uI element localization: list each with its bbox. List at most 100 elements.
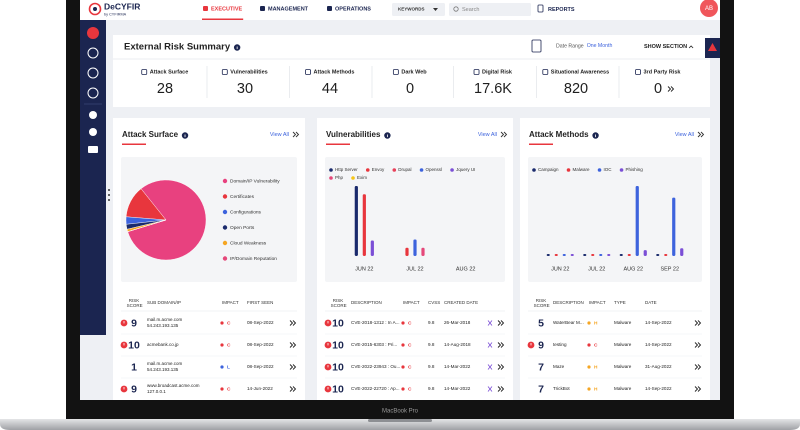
search-box[interactable] bbox=[449, 3, 531, 16]
chevron-icon[interactable] bbox=[289, 342, 297, 348]
table-cell: 9.8 bbox=[428, 364, 435, 369]
chevron-icon[interactable] bbox=[497, 342, 505, 348]
metric-label: Attack Methods bbox=[314, 69, 355, 75]
keywords-dropdown[interactable] bbox=[392, 3, 445, 16]
chevron-icon[interactable] bbox=[292, 131, 300, 138]
view-all-link[interactable]: View All bbox=[675, 132, 694, 138]
risk-score: 1 bbox=[131, 361, 137, 373]
impact-dot bbox=[587, 343, 591, 347]
nav-item[interactable]: OPERATIONS bbox=[335, 6, 371, 12]
sidebar-icon[interactable] bbox=[87, 67, 99, 79]
pie-slice bbox=[127, 179, 207, 261]
table-cell: 14-Sep-2022 bbox=[645, 386, 672, 391]
impact-level: H bbox=[594, 320, 598, 326]
alert-icon bbox=[708, 43, 717, 51]
table-cell: 14-Jun-2022 bbox=[247, 386, 273, 391]
pie-slice bbox=[127, 219, 167, 232]
legend-label: Certificates bbox=[230, 194, 255, 200]
sidebar-icon[interactable] bbox=[89, 111, 97, 119]
chevron-up bbox=[688, 45, 694, 49]
chevron-icon[interactable] bbox=[667, 86, 675, 92]
legend-label: Cloud Weakness bbox=[230, 240, 267, 246]
x-tick-label: AUG 22 bbox=[623, 266, 643, 272]
chevron-icon[interactable] bbox=[500, 131, 508, 138]
bar bbox=[583, 254, 587, 256]
table-cell: 08-Sep-2022 bbox=[247, 320, 274, 325]
show-section[interactable]: SHOW SECTION bbox=[644, 44, 687, 50]
nav-icon bbox=[260, 6, 265, 11]
chevron-icon[interactable] bbox=[694, 386, 702, 392]
legend-label: IP/Domain Reputation bbox=[230, 256, 277, 262]
table-header: DESCRIPTION bbox=[553, 300, 584, 305]
impact-dot bbox=[401, 343, 405, 347]
metric-value[interactable]: 44 bbox=[322, 81, 338, 97]
table-cell: 08-Sep-2022 bbox=[247, 364, 274, 369]
chart-area bbox=[528, 157, 702, 282]
metric-value[interactable]: 17.6K bbox=[474, 81, 512, 97]
sidebar-icon[interactable] bbox=[89, 128, 97, 136]
bar bbox=[619, 254, 623, 256]
drag-handle[interactable] bbox=[108, 189, 110, 191]
impact-level: C bbox=[408, 342, 412, 348]
calendar-icon bbox=[531, 39, 542, 53]
chevron-icon[interactable] bbox=[694, 342, 702, 348]
nav-item[interactable]: MANAGEMENT bbox=[268, 6, 309, 12]
logo-icon bbox=[88, 2, 102, 16]
table-header: SUB DOMAIN/IP bbox=[147, 300, 181, 305]
metric-value[interactable]: 30 bbox=[237, 81, 253, 97]
legend-swatch bbox=[222, 240, 228, 246]
sidebar-icon[interactable] bbox=[87, 87, 99, 99]
reports-link[interactable]: REPORTS bbox=[548, 7, 575, 13]
metric-value[interactable]: 0 bbox=[406, 81, 414, 97]
impact-dot bbox=[587, 365, 591, 369]
legend-label: Http Server bbox=[335, 167, 358, 172]
chevron-icon[interactable] bbox=[697, 131, 705, 138]
bar bbox=[562, 254, 566, 256]
table-cell: 9.8 bbox=[428, 342, 435, 347]
avatar[interactable] bbox=[700, 0, 718, 17]
table-cell: 31-Aug-2022 bbox=[645, 364, 672, 369]
nav-item[interactable]: EXECUTIVE bbox=[211, 6, 243, 12]
table-cell: Malware bbox=[614, 386, 632, 391]
sidebar-icon[interactable] bbox=[87, 47, 99, 59]
risk-badge-mark bbox=[327, 321, 329, 324]
sidebar-icon[interactable] bbox=[88, 146, 98, 153]
x-tick-label: JUL 22 bbox=[406, 266, 423, 272]
legend-label: Openssl bbox=[426, 167, 443, 172]
legend-swatch bbox=[222, 256, 228, 261]
chevron-icon[interactable] bbox=[694, 320, 702, 326]
legend-label: Phishing bbox=[626, 167, 644, 172]
risk-score: 5 bbox=[538, 317, 544, 329]
metric-value[interactable]: 0 bbox=[654, 81, 662, 97]
legend-label: Drupal bbox=[398, 167, 411, 172]
keywords-label: KEYWORDS bbox=[398, 7, 425, 12]
chevron-icon[interactable] bbox=[497, 386, 505, 392]
impact-level: L bbox=[227, 364, 230, 370]
date-range-value[interactable]: One Month bbox=[587, 43, 613, 49]
table-header: RISK SCORE bbox=[125, 298, 142, 308]
chevron-icon[interactable] bbox=[497, 320, 505, 326]
sidebar-icon-active[interactable] bbox=[87, 27, 99, 39]
chevron-icon[interactable] bbox=[289, 386, 297, 392]
metric-value[interactable]: 28 bbox=[157, 81, 173, 97]
metric-icon bbox=[635, 69, 641, 75]
view-all-link[interactable]: View All bbox=[478, 132, 497, 138]
view-all-link[interactable]: View All bbox=[270, 132, 289, 138]
impact-level: C bbox=[227, 386, 231, 392]
table-cell: 08-Sep-2022 bbox=[247, 342, 274, 347]
risk-badge-mark bbox=[123, 321, 125, 324]
title-underline bbox=[326, 143, 350, 145]
chevron-icon[interactable] bbox=[289, 320, 297, 326]
impact-level: C bbox=[408, 364, 412, 370]
impact-level: C bbox=[408, 320, 412, 326]
legend-label: Domain/IP Vulnerability bbox=[230, 178, 280, 184]
risk-badge-mark bbox=[327, 343, 329, 346]
impact-dot bbox=[220, 365, 224, 369]
chevron-icon[interactable] bbox=[289, 364, 297, 370]
table-cell: 14-Mar-2022 bbox=[444, 364, 471, 369]
chart-area bbox=[325, 157, 505, 282]
chevron-icon[interactable] bbox=[497, 364, 505, 370]
legend-label: Php bbox=[335, 175, 344, 180]
chevron-icon[interactable] bbox=[694, 364, 702, 370]
metric-value[interactable]: 820 bbox=[564, 81, 588, 97]
